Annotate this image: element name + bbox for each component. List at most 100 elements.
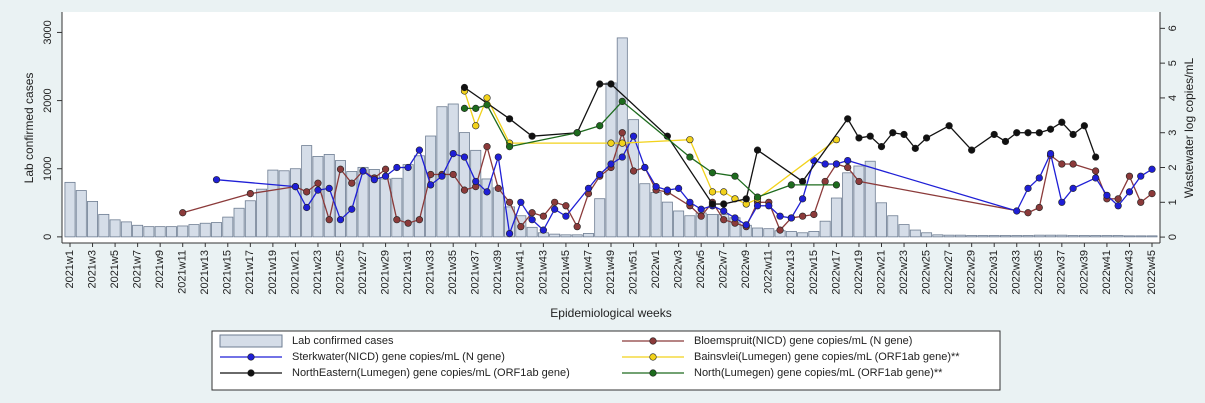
point [483, 94, 491, 102]
point [607, 160, 615, 168]
point [314, 186, 322, 194]
line-segment [802, 118, 849, 182]
line-segment [463, 156, 477, 182]
legend-swatch [219, 334, 283, 348]
bar [447, 103, 459, 238]
point [573, 223, 581, 231]
point [731, 214, 739, 222]
bar [560, 234, 572, 238]
bar [616, 37, 628, 238]
point [505, 115, 514, 123]
bar [199, 222, 211, 238]
line-segment [351, 170, 364, 210]
point [708, 188, 717, 196]
x-tick-label: 2021w9 [154, 250, 166, 289]
bar [211, 222, 222, 238]
point [776, 226, 784, 234]
bar [278, 170, 290, 238]
bar [154, 226, 166, 238]
y-axis-title: Lab confirmed cases [22, 73, 36, 184]
point [855, 177, 863, 186]
x-tick-label: 2021w39 [492, 250, 504, 295]
bar [785, 231, 797, 238]
point [753, 202, 762, 210]
y-tick-label: 3000 [42, 20, 54, 44]
bar [639, 183, 651, 238]
bar [582, 233, 594, 238]
point [325, 216, 333, 224]
bar [954, 234, 966, 238]
line-segment [1072, 163, 1096, 172]
point [1069, 184, 1077, 192]
point [1001, 137, 1010, 146]
bar [853, 165, 865, 238]
x-tick-label: 2021w51 [627, 250, 639, 295]
point [562, 212, 570, 220]
point [472, 104, 480, 112]
x-tick-label: 2021w35 [447, 250, 459, 295]
line-segment [847, 159, 1017, 212]
point [832, 181, 841, 189]
point [1125, 172, 1134, 180]
line-segment [1038, 155, 1052, 208]
x-tick-label: 2021w7 [132, 250, 144, 289]
bar [887, 215, 899, 238]
bar [177, 225, 189, 238]
point [1058, 160, 1066, 168]
x-tick-label: 2021w33 [425, 250, 437, 295]
legend-label: North(Lumegen) gene copies/mL (ORF1ab ge… [694, 367, 943, 379]
x-tick-label: 2022w21 [875, 250, 887, 295]
line-segment [712, 172, 736, 177]
x-tick-label: 2022w15 [808, 250, 820, 295]
point [596, 122, 604, 130]
point [720, 207, 728, 215]
bar [898, 224, 910, 238]
point [742, 195, 750, 203]
point [539, 212, 547, 220]
point [404, 219, 412, 227]
legend-marker [247, 369, 255, 377]
point [1114, 202, 1122, 210]
point [1013, 207, 1021, 215]
x-tick-label: 2021w49 [605, 250, 617, 295]
point [472, 177, 480, 186]
x-tick-label: 2022w25 [920, 250, 932, 295]
point [483, 188, 491, 196]
legend-label: Lab confirmed cases [292, 335, 394, 347]
bar [842, 172, 854, 238]
point [1069, 160, 1077, 168]
x-tick-label: 2022w33 [1011, 250, 1023, 295]
point [889, 129, 897, 137]
bar [75, 190, 87, 238]
point [855, 134, 863, 142]
line-segment [216, 179, 296, 188]
bar [335, 160, 346, 238]
point [528, 132, 536, 140]
point [720, 200, 728, 208]
point [720, 188, 728, 196]
legend-marker [247, 353, 255, 361]
point [753, 193, 762, 201]
point [246, 189, 254, 198]
point [460, 83, 469, 92]
x-tick-label: 2021w3 [86, 250, 98, 289]
point [799, 177, 807, 186]
bar [1022, 235, 1034, 238]
bar [594, 198, 606, 238]
bar [368, 169, 380, 238]
x-tick-label: 2021w11 [177, 250, 189, 294]
point [291, 183, 300, 191]
bar [1090, 235, 1102, 238]
point [742, 221, 750, 229]
line-segment [734, 175, 758, 198]
point [821, 160, 829, 168]
point [449, 149, 457, 158]
line-segment [971, 133, 995, 151]
bar [244, 200, 256, 238]
y2-tick-label: 4 [1167, 95, 1179, 101]
bar [470, 149, 482, 238]
point [753, 146, 762, 154]
point [438, 172, 446, 180]
point [505, 143, 514, 151]
